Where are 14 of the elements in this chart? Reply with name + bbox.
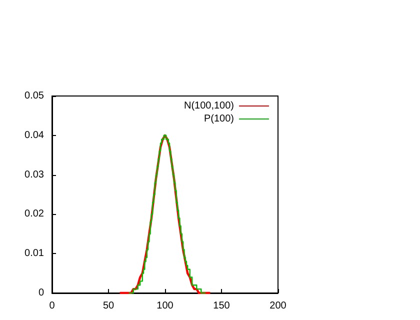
x-tick-label: 150	[213, 300, 230, 312]
legend-label: N(100,100)	[184, 100, 234, 112]
x-tick-label: 50	[102, 300, 114, 312]
x-tick-label: 200	[270, 300, 287, 312]
y-tick-label: 0.05	[24, 90, 44, 102]
y-tick-label: 0.02	[24, 208, 44, 220]
line-series	[118, 134, 212, 294]
y-tick-label: 0.03	[24, 169, 44, 180]
legend-label: P(100)	[204, 114, 234, 124]
y-tick-label: 0	[38, 288, 44, 298]
y-tick-label: 0.04	[24, 130, 44, 141]
y-tick-label: 0.01	[24, 248, 44, 260]
x-tick-label: 0	[49, 300, 56, 312]
x-tick-label: 100	[156, 300, 174, 312]
